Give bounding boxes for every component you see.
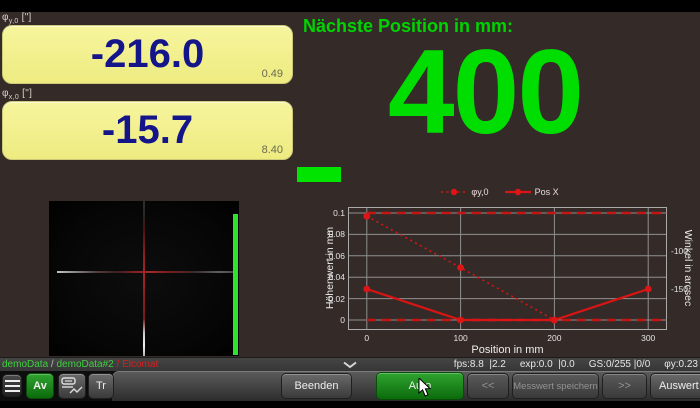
y-tick-label: 0.04 xyxy=(328,272,345,283)
readout-x-value: -15.7 xyxy=(101,108,194,152)
auswertung-button[interactable]: Auswert xyxy=(650,373,700,399)
exposure-readout: exp:0.0 |0.0 xyxy=(519,359,575,370)
legend-label-phi: φy,0 xyxy=(471,187,489,197)
beenden-button[interactable]: Beenden xyxy=(281,373,352,399)
x-axis-label: Position in mm xyxy=(471,344,544,356)
legend-dotted-sample xyxy=(441,188,468,196)
fps-readout: fps:8.8 |2.2 xyxy=(453,359,506,370)
readout-x-label: φx,0 ["] xyxy=(2,88,32,101)
display-layout-button[interactable] xyxy=(58,373,86,399)
readout-y-display: -216.0 0.49 xyxy=(2,25,293,84)
status-bar: demoData / demoData#2 / Elcomat fps:8.8 … xyxy=(0,357,700,372)
chart-plot-area xyxy=(348,207,667,330)
tr-button[interactable]: Tr xyxy=(88,373,114,399)
mouse-cursor xyxy=(418,378,432,397)
readout-x-unit: ["] xyxy=(22,88,33,99)
menu-button[interactable] xyxy=(2,374,22,397)
readout-x-display: -15.7 8.40 xyxy=(2,101,293,160)
legend-item-phi: φy,0 xyxy=(441,187,489,197)
y-tick-label: 0.08 xyxy=(328,229,345,240)
breadcrumb-item-demodata[interactable]: demoData xyxy=(2,359,49,370)
y-axis-label-right: Winkel in arcsec xyxy=(682,229,694,307)
next-position-value: 400 xyxy=(387,25,584,159)
camera-crosshair-horizontal xyxy=(57,271,233,273)
readout-x-symbol: φ xyxy=(2,88,9,99)
readout-x-secondary: 8.40 xyxy=(261,144,283,156)
x-tick-label: 200 xyxy=(547,333,562,343)
camera-level-bar xyxy=(233,214,238,355)
breadcrumb: demoData / demoData#2 / Elcomat xyxy=(2,359,158,370)
y-tick-label: 0.06 xyxy=(328,250,345,261)
y2-tick-label: -100 xyxy=(671,246,689,257)
readout-y-label: φy,0 ["] xyxy=(2,12,32,25)
phi-y-readout: φy:0.23 xyxy=(664,359,698,370)
legend-label-posx: Pos X xyxy=(534,187,559,197)
chevron-down-icon[interactable] xyxy=(342,361,358,369)
chart-panel: φy,0 Pos X Höhenwert in mm Winkel in arc… xyxy=(320,183,700,360)
chart-plot xyxy=(348,207,667,330)
bottom-strip xyxy=(0,401,700,408)
next-position-label: Nächste Position in mm: xyxy=(303,16,514,36)
readout-y-subscript: y,0 xyxy=(8,18,19,25)
readout-x-subscript: x,0 xyxy=(8,94,20,101)
display-layout-icon xyxy=(61,377,83,394)
legend-solid-sample xyxy=(504,188,531,196)
y-tick-label: 0 xyxy=(340,315,345,325)
readout-y-secondary: 0.49 xyxy=(261,68,283,80)
legend-item-posx: Pos X xyxy=(504,187,559,197)
y2-tick-label: -150 xyxy=(671,284,689,295)
av-button[interactable]: Av xyxy=(26,373,54,399)
breadcrumb-separator: / xyxy=(50,359,54,370)
camera-crosshair-vertical xyxy=(143,201,145,356)
chart-legend: φy,0 Pos X xyxy=(320,187,680,197)
top-bar xyxy=(0,0,700,12)
grayscale-readout: GS:0/255 |0/0 xyxy=(588,359,651,370)
breadcrumb-item-elcomat[interactable]: Elcomat xyxy=(122,359,159,370)
readout-y-symbol: φ xyxy=(2,12,9,23)
status-stats: fps:8.8 |2.2 exp:0.0 |0.0 GS:0/255 |0/0 … xyxy=(454,359,698,370)
x-tick-label: 0 xyxy=(364,333,370,343)
toolbar: Av Tr Beenden Auto << Messwert speichern… xyxy=(0,371,700,401)
y-tick-label: 0.02 xyxy=(328,293,345,304)
breadcrumb-item-demodata2[interactable]: demoData#2 xyxy=(56,359,114,370)
readout-y-value: -216.0 xyxy=(90,32,205,76)
readout-y-unit: ["] xyxy=(21,12,32,23)
hamburger-icon xyxy=(4,379,20,382)
status-indicator xyxy=(297,167,341,182)
y-tick-label: 0.1 xyxy=(333,208,345,218)
previous-button[interactable]: << xyxy=(467,373,509,399)
camera-view xyxy=(49,201,239,356)
next-button[interactable]: >> xyxy=(602,373,647,399)
breadcrumb-separator: / xyxy=(116,359,120,370)
x-tick-label: 100 xyxy=(453,333,468,343)
messwert-speichern-button[interactable]: Messwert speichern xyxy=(512,373,599,399)
x-tick-label: 300 xyxy=(641,333,656,343)
